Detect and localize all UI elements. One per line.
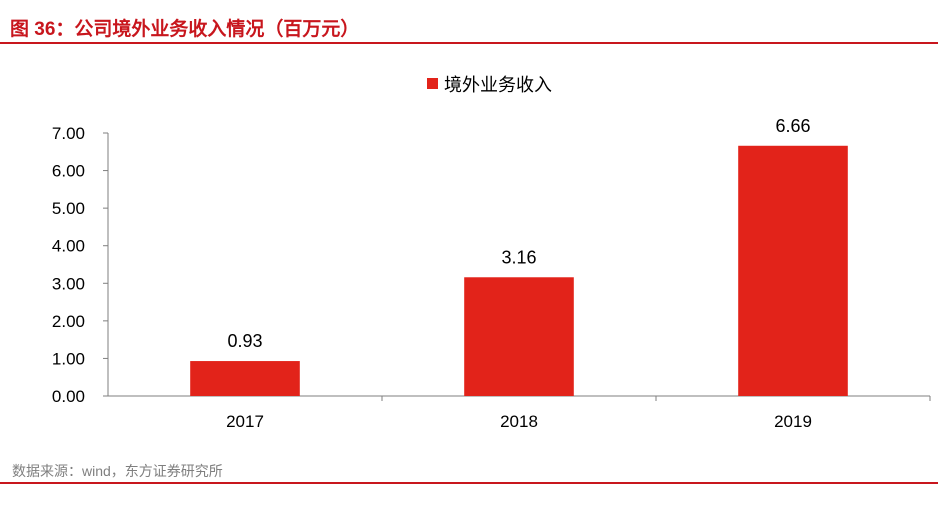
bar (464, 277, 574, 396)
y-tick-label: 5.00 (52, 199, 85, 218)
chart-title: 图 36：公司境外业务收入情况（百万元） (10, 19, 360, 40)
bars: 0.93 3.16 6.66 (190, 116, 848, 396)
data-label: 3.16 (501, 247, 536, 267)
data-label: 0.93 (227, 331, 262, 351)
bar (738, 145, 848, 396)
legend: 境外业务收入 (427, 75, 552, 95)
y-tick-label: 4.00 (52, 237, 85, 256)
bar (190, 361, 300, 396)
x-tick-label: 2019 (774, 412, 812, 431)
y-tick-label: 6.00 (52, 162, 85, 181)
footer-rule (0, 482, 938, 484)
y-tick-label: 2.00 (52, 312, 85, 331)
y-tick-label: 0.00 (52, 387, 85, 406)
axes: 0.00 1.00 2.00 3.00 4.00 5.00 6.00 7.00 2017 2018… (52, 124, 931, 431)
legend-label: 境外业务收入 (444, 75, 552, 95)
y-tick-label: 1.00 (52, 349, 85, 368)
data-label: 6.66 (775, 116, 810, 136)
legend-swatch (427, 78, 438, 89)
x-tick-label: 2017 (226, 412, 264, 431)
x-tick-label: 2018 (500, 412, 538, 431)
y-tick-label: 7.00 (52, 124, 85, 143)
y-tick-label: 3.00 (52, 274, 85, 293)
header-rule (0, 42, 938, 44)
source-note: 数据来源：wind，东方证券研究所 (12, 463, 223, 479)
